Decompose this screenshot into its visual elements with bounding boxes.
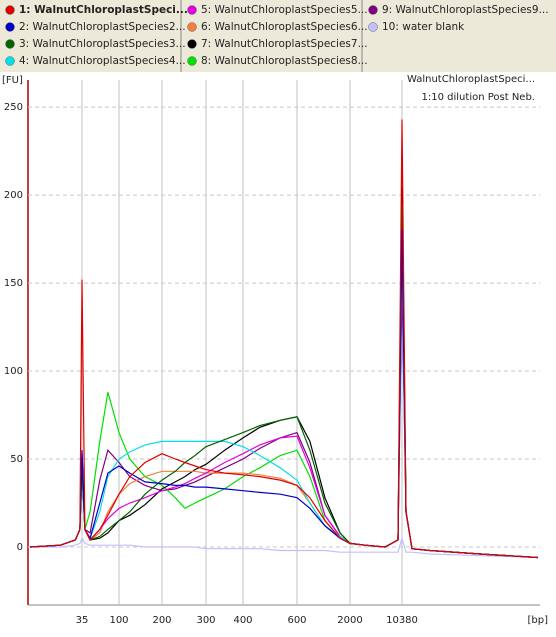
y-tick-label: 200	[4, 190, 23, 201]
series-line	[29, 119, 538, 559]
legend-swatch	[187, 22, 197, 32]
legend-entry: 5: WalnutChloroplastSpecies5...	[201, 4, 368, 16]
legend-swatch	[5, 56, 15, 66]
legend-swatch	[5, 22, 15, 32]
x-tick-label: 200	[152, 615, 171, 626]
y-tick-label: 150	[4, 278, 23, 289]
x-tick-label: 100	[109, 615, 128, 626]
legend-swatch	[187, 5, 197, 15]
x-axis-label: [bp]	[528, 615, 549, 626]
annotation: 1:10 dilution Post Neb.	[422, 92, 535, 103]
legend-entry: 6: WalnutChloroplastSpecies6...	[201, 21, 368, 33]
legend-entry: 1: WalnutChloroplastSpeci...	[19, 4, 188, 16]
legend-swatch	[368, 22, 378, 32]
x-tick-label: 2000	[337, 615, 362, 626]
legend-entry: 4: WalnutChloroplastSpecies4...	[19, 55, 186, 67]
x-tick-label: 10380	[386, 615, 418, 626]
x-tick-label: 600	[287, 615, 306, 626]
legend-panel	[0, 0, 556, 72]
legend-swatch	[368, 5, 378, 15]
legend-entry: 10: water blank	[382, 21, 465, 33]
legend-entry: 8: WalnutChloroplastSpecies8...	[201, 55, 368, 67]
legend-swatch	[187, 39, 197, 49]
x-tick-label: 35	[76, 615, 89, 626]
series-line	[30, 536, 538, 559]
y-tick-label: 250	[4, 102, 23, 113]
legend-swatch	[5, 39, 15, 49]
legend-swatch	[187, 56, 197, 66]
y-tick-label: 0	[17, 542, 23, 553]
y-axis-label: [FU]	[2, 75, 23, 86]
plot-background	[0, 72, 556, 637]
x-tick-label: 300	[196, 615, 215, 626]
legend-entry: 7: WalnutChloroplastSpecies7...	[201, 38, 368, 50]
annotation: WalnutChloroplastSpeci...	[407, 74, 535, 85]
legend-entry: 2: WalnutChloroplastSpecies2...	[19, 21, 186, 33]
y-tick-label: 50	[10, 454, 23, 465]
legend-swatch	[5, 5, 15, 15]
x-tick-label: 400	[233, 615, 252, 626]
y-tick-label: 100	[4, 366, 23, 377]
legend-entry: 3: WalnutChloroplastSpecies3...	[19, 38, 186, 50]
legend-entry: 9: WalnutChloroplastSpecies9...	[382, 4, 549, 16]
